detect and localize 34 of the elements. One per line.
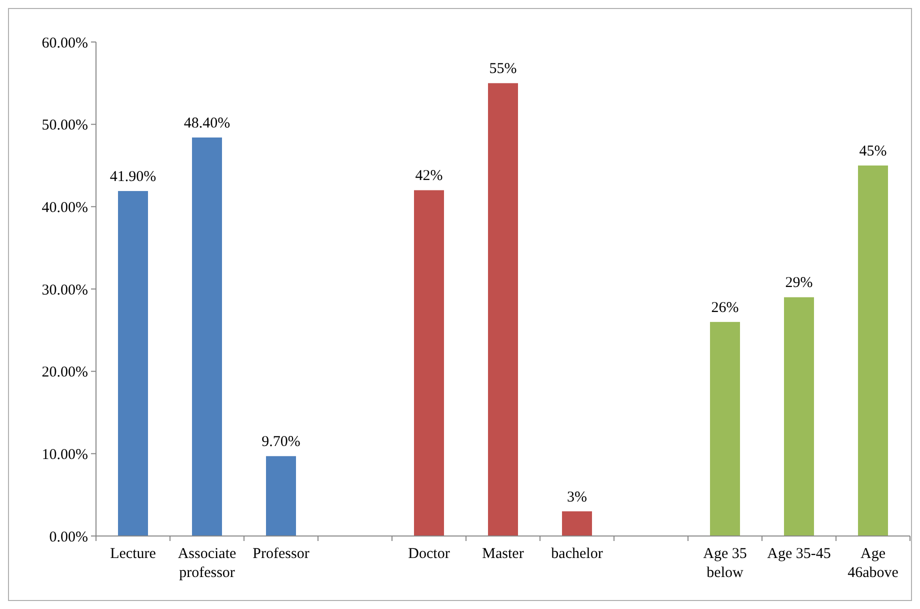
data-label: 48.40% — [184, 116, 230, 132]
x-tick-label: Lecture — [110, 546, 156, 562]
x-tick-label: Master — [482, 546, 524, 562]
data-label: 26% — [711, 300, 739, 316]
bar — [784, 297, 814, 536]
data-label: 55% — [489, 61, 517, 78]
bar — [710, 322, 740, 536]
data-label: 41.90% — [110, 169, 156, 186]
y-tick-label: 60.00% — [42, 35, 88, 52]
bar — [118, 191, 148, 536]
y-tick-label: 50.00% — [42, 118, 88, 134]
data-label: 3% — [567, 489, 587, 506]
x-tick-label: bachelor — [551, 546, 603, 562]
x-tick-label: Age 46above — [848, 546, 899, 581]
bar — [192, 138, 222, 536]
y-tick-label: 10.00% — [42, 446, 88, 463]
y-tick-label: 20.00% — [42, 364, 88, 381]
x-tick-label: Doctor — [408, 546, 450, 562]
y-tick-label: 0.00% — [49, 529, 88, 546]
x-tick-label: Associate professor — [178, 546, 236, 581]
bar — [414, 190, 444, 536]
bar — [266, 456, 296, 536]
bar — [858, 166, 888, 536]
x-tick-label: Age 35 below — [703, 546, 747, 581]
y-tick-label: 40.00% — [42, 200, 88, 216]
data-label: 42% — [415, 168, 443, 184]
x-tick-label: Age 35-45 — [767, 546, 831, 562]
data-label: 45% — [859, 144, 887, 160]
data-label: 9.70% — [262, 434, 300, 450]
y-tick-label: 30.00% — [42, 282, 88, 298]
bar — [488, 83, 518, 536]
x-tick-label: Professor — [252, 546, 310, 562]
bar — [562, 511, 592, 536]
data-label: 29% — [785, 275, 813, 292]
